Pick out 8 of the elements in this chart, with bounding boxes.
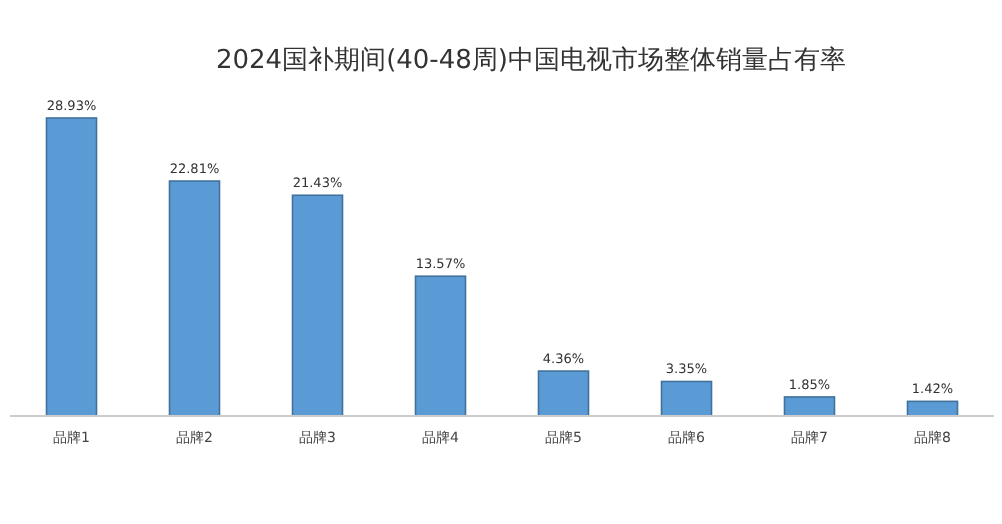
- bar: [660, 380, 713, 417]
- bar: [783, 396, 836, 417]
- bar: [414, 275, 467, 417]
- bar: [291, 194, 344, 417]
- bar: [537, 370, 590, 417]
- bar: [168, 180, 221, 417]
- bar: [45, 117, 98, 417]
- chart-title: 2024国补期间(40-48周)中国电视市场整体销量占有率: [215, 44, 847, 76]
